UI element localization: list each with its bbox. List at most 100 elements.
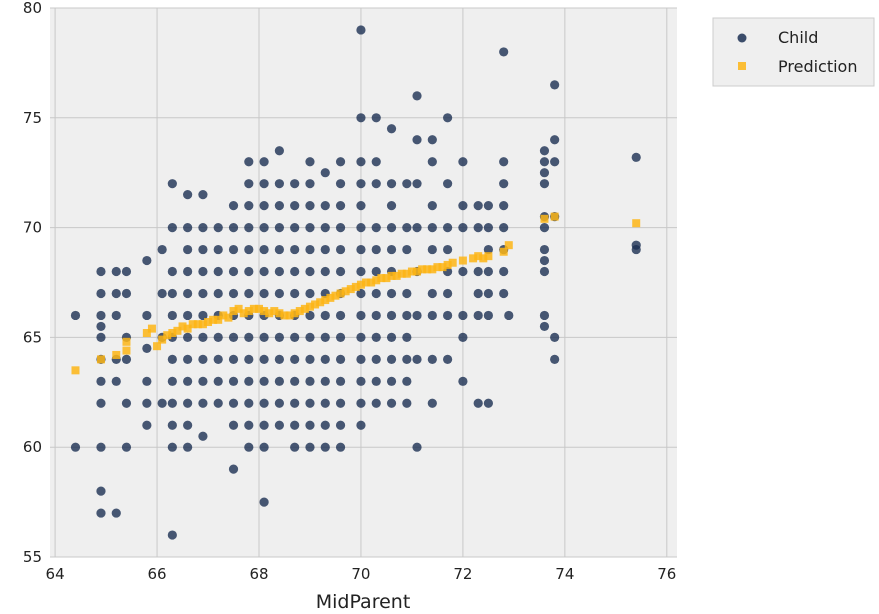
child-point	[371, 354, 381, 364]
child-point	[402, 310, 412, 321]
child-point	[213, 354, 223, 364]
prediction-point	[540, 214, 549, 223]
prediction-series	[71, 212, 641, 375]
child-point	[335, 266, 346, 277]
prediction-point	[295, 307, 304, 316]
child-point	[402, 179, 412, 189]
child-point	[550, 135, 560, 145]
prediction-point	[193, 320, 202, 329]
child-point	[167, 223, 177, 233]
child-point	[305, 332, 315, 342]
child-point	[96, 332, 106, 342]
child-point	[402, 288, 412, 299]
child-point	[356, 113, 366, 123]
child-point	[142, 376, 152, 386]
child-point	[320, 310, 330, 321]
child-point	[458, 332, 468, 342]
child-point	[228, 420, 239, 430]
child-point	[539, 255, 550, 266]
child-point	[228, 223, 239, 233]
child-point	[157, 244, 167, 255]
child-point	[274, 223, 284, 233]
child-point	[499, 47, 509, 57]
child-point	[631, 244, 641, 255]
child-point	[550, 354, 560, 364]
child-point	[335, 398, 346, 408]
child-point	[198, 223, 208, 233]
child-point	[539, 223, 550, 233]
prediction-point	[153, 342, 162, 351]
child-point	[167, 376, 177, 386]
legend-label-child: Child	[778, 28, 818, 47]
prediction-point	[122, 346, 131, 355]
prediction-point	[305, 302, 314, 311]
child-point	[539, 157, 550, 167]
child-point	[473, 223, 483, 233]
prediction-point	[504, 241, 513, 250]
child-point	[427, 223, 437, 233]
prediction-point	[382, 274, 391, 283]
child-point	[427, 354, 437, 364]
child-point	[121, 354, 132, 364]
child-point	[412, 91, 422, 101]
prediction-point	[423, 265, 432, 274]
child-point	[142, 310, 152, 321]
child-point	[198, 190, 208, 200]
child-point	[305, 223, 315, 233]
prediction-point	[183, 324, 192, 333]
child-point	[228, 201, 239, 211]
child-point	[259, 179, 269, 189]
prediction-point	[255, 304, 263, 313]
prediction-point	[198, 320, 207, 329]
child-point	[259, 420, 269, 430]
legend-box	[712, 17, 875, 87]
child-point	[427, 201, 437, 211]
child-point	[386, 398, 397, 408]
prediction-point	[244, 307, 253, 316]
child-point	[356, 398, 366, 408]
x-tick-label: 70	[351, 565, 370, 583]
child-point	[183, 398, 193, 408]
legend-label-prediction: Prediction	[778, 57, 857, 76]
child-point	[335, 223, 346, 233]
child-point	[483, 244, 493, 255]
child-point	[386, 223, 397, 233]
child-point	[274, 266, 284, 277]
legend-marker-child	[737, 33, 747, 43]
prediction-point	[275, 309, 284, 318]
child-point	[402, 223, 412, 233]
y-tick-label: 80	[23, 0, 42, 17]
child-point	[320, 332, 330, 342]
child-point	[198, 376, 208, 386]
child-point	[213, 398, 223, 408]
child-point	[320, 398, 330, 408]
child-point	[228, 398, 239, 408]
child-point	[427, 135, 437, 145]
child-point	[499, 201, 509, 211]
child-point	[183, 376, 193, 386]
child-point	[402, 354, 412, 364]
prediction-point	[362, 278, 371, 287]
child-point	[427, 310, 437, 321]
child-point	[539, 310, 550, 321]
child-point	[386, 376, 397, 386]
child-point	[504, 310, 514, 321]
child-point	[305, 288, 315, 299]
prediction-point	[234, 304, 243, 313]
legend-marker-prediction	[738, 62, 746, 70]
child-point	[356, 376, 366, 386]
prediction-point	[311, 300, 320, 309]
child-point	[111, 376, 121, 386]
child-point	[183, 223, 193, 233]
child-point	[183, 288, 193, 299]
child-point	[386, 354, 397, 364]
prediction-point	[214, 315, 223, 324]
child-point	[244, 354, 254, 364]
child-point	[290, 332, 300, 342]
x-tick-label: 72	[453, 565, 472, 583]
child-point	[320, 244, 330, 255]
child-point	[458, 310, 468, 321]
child-point	[198, 354, 208, 364]
child-point	[244, 223, 254, 233]
child-point	[290, 201, 300, 211]
